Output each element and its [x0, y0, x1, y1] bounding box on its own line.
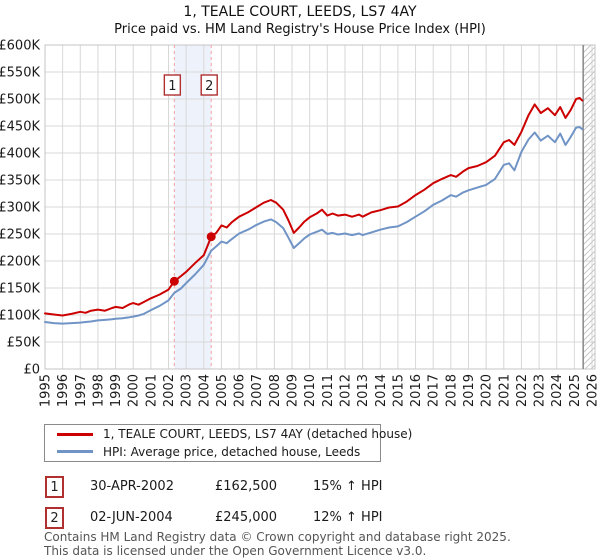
sale-annotation-box-1: [163, 74, 182, 96]
x-tick-label: 2012: [338, 374, 353, 407]
x-tick-label: 2024: [550, 374, 565, 407]
x-tick-label: 2007: [250, 374, 265, 407]
sale-point-marker-2: [206, 232, 216, 242]
x-tick-label: 2019: [462, 374, 477, 407]
x-tick-label: 2006: [233, 374, 248, 407]
x-tick-label: 2018: [444, 374, 459, 407]
legend-item-property: 1, TEALE COURT, LEEDS, LS7 4AY (detached…: [45, 427, 412, 442]
sale-annotation-box-2: [200, 74, 218, 96]
hpi-line: [44, 126, 584, 325]
transaction-1-price: £162,500: [215, 479, 278, 494]
y-tick-label: £350K: [0, 174, 40, 189]
x-tick-label: 2010: [303, 374, 318, 407]
y-tick-label: £100K: [0, 309, 40, 324]
x-tick-label: 2009: [286, 374, 301, 407]
sale-point-marker-1: [169, 276, 179, 286]
x-tick-label: 1996: [56, 374, 71, 407]
x-tick-label: 2022: [515, 374, 530, 407]
x-tick-label: 2003: [180, 374, 195, 407]
x-tick-label: 1995: [39, 374, 54, 407]
transaction-2-price: £245,000: [215, 510, 278, 525]
x-tick-label: 2004: [197, 374, 212, 407]
transaction-2-hpi-delta: 12% ↑ HPI: [313, 510, 383, 525]
y-tick-label: £450K: [0, 120, 40, 135]
chart-legend: 1, TEALE COURT, LEEDS, LS7 4AY (detached…: [44, 424, 412, 462]
transaction-row-1: 1 30-APR-2002 £162,500 15% ↑ HPI: [0, 476, 600, 498]
price-chart-plot: 1 2 £0 £50K £100K £150K £200K £250K £300K £350K £4…: [0, 39, 600, 408]
y-tick-label: £200K: [0, 255, 40, 270]
x-tick-label: 2011: [321, 374, 336, 407]
y-tick-label: £600K: [0, 39, 40, 54]
transaction-2-badge: 2: [45, 507, 64, 529]
transaction-1-badge: 1: [45, 476, 64, 498]
property-price-line: [44, 96, 584, 317]
legend-label-property: 1, TEALE COURT, LEEDS, LS7 4AY (detached…: [103, 427, 413, 442]
x-tick-label: 1998: [91, 374, 106, 407]
x-tick-label: 2014: [374, 374, 389, 407]
x-tick-label: 2015: [391, 374, 406, 407]
y-tick-label: £50K: [7, 336, 41, 351]
transaction-1-hpi-delta: 15% ↑ HPI: [313, 479, 383, 494]
x-tick-label: 2026: [586, 374, 600, 407]
legend-item-hpi: HPI: Average price, detached house, Leed…: [45, 445, 380, 460]
transaction-1-date: 30-APR-2002: [90, 479, 174, 494]
y-tick-label: £250K: [0, 228, 40, 243]
x-tick-label: 2005: [215, 374, 230, 407]
y-tick-label: £0: [23, 363, 40, 378]
x-tick-label: 2016: [409, 374, 424, 407]
transaction-row-2: 2 02-JUN-2004 £245,000 12% ↑ HPI: [0, 507, 600, 529]
footer-license-text: Contains HM Land Registry data © Crown c…: [44, 530, 600, 558]
x-tick-label: 1997: [74, 374, 89, 407]
x-tick-label: 2017: [427, 374, 442, 407]
x-tick-label: 2025: [568, 374, 583, 407]
legend-label-hpi: HPI: Average price, detached house, Leed…: [103, 444, 361, 459]
y-tick-label: £400K: [0, 147, 40, 162]
chart-title: 1, TEALE COURT, LEEDS, LS7 4AY: [183, 4, 417, 20]
x-tick-label: 2013: [356, 374, 371, 407]
footer-line-1: Contains HM Land Registry data © Crown c…: [44, 530, 511, 544]
future-hatch-region: [583, 45, 595, 369]
x-tick-label: 1999: [109, 374, 124, 407]
chart-subtitle: Price paid vs. HM Land Registry's House …: [114, 22, 486, 37]
y-tick-label: £550K: [0, 66, 40, 81]
y-tick-label: £300K: [0, 201, 40, 216]
transaction-2-date: 02-JUN-2004: [90, 510, 173, 525]
x-tick-label: 2023: [533, 374, 548, 407]
x-tick-label: 2001: [144, 374, 159, 407]
sale-annotation-label-1: 1: [168, 79, 176, 94]
x-tick-label: 2021: [497, 374, 512, 407]
property-line-swatch-icon: [57, 432, 93, 436]
hpi-line-swatch-icon: [57, 450, 93, 454]
x-tick-label: 2020: [480, 374, 495, 407]
y-tick-label: £500K: [0, 93, 40, 108]
footer-line-2: This data is licensed under the Open Gov…: [44, 543, 427, 558]
x-tick-label: 2002: [162, 374, 177, 407]
sale-annotation-label-2: 2: [205, 79, 213, 94]
x-tick-label: 2000: [127, 374, 142, 407]
y-tick-label: £150K: [0, 282, 40, 297]
x-tick-label: 2008: [268, 374, 283, 407]
